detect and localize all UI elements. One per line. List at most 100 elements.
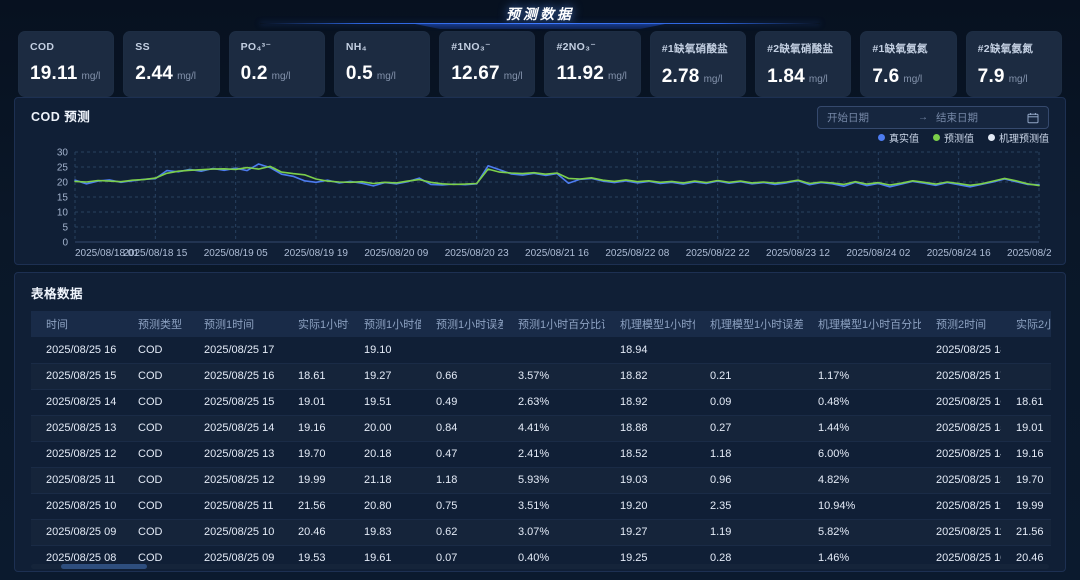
metric-unit: mg/l <box>271 71 291 82</box>
column-header: 预测2时间 <box>921 311 1001 337</box>
table-cell: 19.20 <box>620 500 648 512</box>
table-cell: 20.18 <box>364 448 392 460</box>
chart-legend: 真实值 预测值 机理预测值 <box>31 131 1049 145</box>
metric-value: 0.2 <box>240 63 268 84</box>
legend-item[interactable]: 真实值 <box>878 131 919 145</box>
table-cell: 20.46 <box>1016 552 1044 564</box>
end-date-input[interactable]: 结束日期 <box>936 112 978 124</box>
x-axis-label: 2025/08/22 08 <box>605 248 669 259</box>
h-scrollbar-thumb[interactable] <box>61 564 147 569</box>
table-cell: 0.47 <box>436 448 458 460</box>
legend-label: 真实值 <box>889 134 919 145</box>
table-cell: 2025/08/25 14 <box>204 422 275 434</box>
table-row: 2025/08/25 13 COD 2025/08/25 14 19.16 20.00 0… <box>31 415 1051 441</box>
legend-item[interactable]: 机理预测值 <box>988 131 1049 145</box>
table-cell: 2025/08/25 12 <box>936 500 1001 512</box>
table-cell: 18.61 <box>298 370 326 382</box>
table-cell: 0.21 <box>710 370 732 382</box>
column-header: 机理模型1小时误差值 <box>695 311 803 337</box>
table-row: 2025/08/25 11 COD 2025/08/25 12 19.99 21.18 1… <box>31 467 1051 493</box>
table-row: 2025/08/25 08 COD 2025/08/25 09 19.53 19.61 0… <box>31 545 1051 571</box>
arrow-right-icon: → <box>918 112 928 123</box>
table-cell: 2025/08/25 10 <box>936 552 1001 564</box>
table-cell: 0.49 <box>436 396 458 408</box>
metric-value: 11.92 <box>556 63 604 84</box>
table-cell: 21.18 <box>364 474 392 486</box>
column-header: 机理模型1小时值 <box>605 311 695 337</box>
date-range-picker[interactable]: 开始日期 → 结束日期 <box>817 106 1049 129</box>
x-axis-label: 2025/08/23 12 <box>766 248 830 259</box>
table-cell <box>1001 337 1051 363</box>
table-row: 2025/08/25 14 COD 2025/08/25 15 19.01 19.51 0… <box>31 389 1051 415</box>
table-cell: 19.01 <box>1016 422 1044 434</box>
table-cell: 2025/08/25 11 <box>936 526 1001 538</box>
table-row: 2025/08/25 15 COD 2025/08/25 16 18.61 19.27 0… <box>31 363 1051 389</box>
metric-unit: mg/l <box>808 74 828 85</box>
table-panel: 表格数据 时间预测类型预测1时间实际1小时值预测1小时值预测1小时误差值预测1小… <box>14 272 1066 572</box>
table-cell: 3.57% <box>518 370 550 382</box>
metric-label: PO₄³⁻ <box>240 41 272 53</box>
table-cell: 2025/08/25 13 <box>46 422 117 434</box>
metric-unit: mg/l <box>703 74 723 85</box>
metric-card: NH₄ 0.5 mg/l <box>333 31 431 97</box>
legend-dot <box>933 134 940 141</box>
table-cell: 5.93% <box>518 474 550 486</box>
x-axis-label: 2025/08/18 01 <box>75 248 139 259</box>
table-cell: 2025/08/25 08 <box>46 552 117 564</box>
table-cell: 1.18 <box>436 474 458 486</box>
table-row: 2025/08/25 10 COD 2025/08/25 11 21.56 20.80 0… <box>31 493 1051 519</box>
legend-dot <box>878 134 885 141</box>
table-cell: COD <box>138 526 163 538</box>
column-header: 预测1时间 <box>189 311 283 337</box>
metric-label: #2缺氧硝酸盐 <box>767 43 834 55</box>
series-line-1 <box>74 165 1040 187</box>
top-banner: 预测数据 <box>0 0 1080 30</box>
legend-label: 机理预测值 <box>999 134 1049 145</box>
metric-card: #1缺氧氨氮 7.6 mg/l <box>860 31 957 97</box>
calendar-icon[interactable] <box>1027 112 1039 124</box>
y-axis-label: 20 <box>57 178 69 189</box>
table-title: 表格数据 <box>31 287 84 301</box>
table-cell: 1.18 <box>710 448 732 460</box>
table-cell: 19.51 <box>364 396 392 408</box>
table-cell: COD <box>138 448 163 460</box>
start-date-input[interactable]: 开始日期 <box>827 112 869 124</box>
page-title: 预测数据 <box>506 6 574 22</box>
legend-label: 预测值 <box>944 134 974 145</box>
table-cell: 2025/08/25 16 <box>936 396 1001 408</box>
metric-card: #2缺氧硝酸盐 1.84 mg/l <box>755 31 852 97</box>
table-cell: 0.62 <box>436 526 458 538</box>
table-cell: 0.68 <box>695 571 803 572</box>
table-cell: 2.35 <box>710 500 732 512</box>
legend-item[interactable]: 预测值 <box>933 131 974 145</box>
table-cell: 1.46% <box>818 552 850 564</box>
table-cell: 2025/08/25 09 <box>46 526 117 538</box>
banner-decoration <box>260 23 820 30</box>
column-header: 机理模型1小时百分比误差 <box>803 311 921 337</box>
table-cell <box>803 337 921 363</box>
x-axis-label: 2025/08/24 02 <box>846 248 910 259</box>
table-cell: 2025/08/25 13 <box>204 448 275 460</box>
table-cell: 19.03 <box>620 474 648 486</box>
table-cell: 2025/08/25 15 <box>204 396 275 408</box>
table-cell: 0.07 <box>436 552 458 564</box>
metric-value: 2.78 <box>661 66 700 87</box>
table-header-row: 时间预测类型预测1时间实际1小时值预测1小时值预测1小时误差值预测1小时百分比误… <box>31 311 1051 337</box>
table-cell: 1.44% <box>818 422 850 434</box>
metric-label: #2缺氧氨氮 <box>977 43 1034 55</box>
metric-card: #1缺氧硝酸盐 2.78 mg/l <box>649 31 747 97</box>
table-cell: 18.52 <box>620 448 648 460</box>
table-cell: 21.56 <box>1016 526 1044 538</box>
metric-value: 7.9 <box>977 66 1005 87</box>
banner-line <box>260 23 820 24</box>
banner-notch <box>415 24 665 29</box>
h-scrollbar <box>31 564 1049 569</box>
chart-title: COD 预测 <box>31 110 91 124</box>
table-cell: 0.48% <box>818 396 850 408</box>
metric-label: #1NO₃⁻ <box>451 41 491 53</box>
metric-value: 19.11 <box>30 63 78 84</box>
table-cell: 19.16 <box>1016 448 1044 460</box>
table-cell: 2025/08/25 15 <box>46 370 117 382</box>
table-cell: 10.94% <box>818 500 856 512</box>
legend-dot <box>988 134 995 141</box>
